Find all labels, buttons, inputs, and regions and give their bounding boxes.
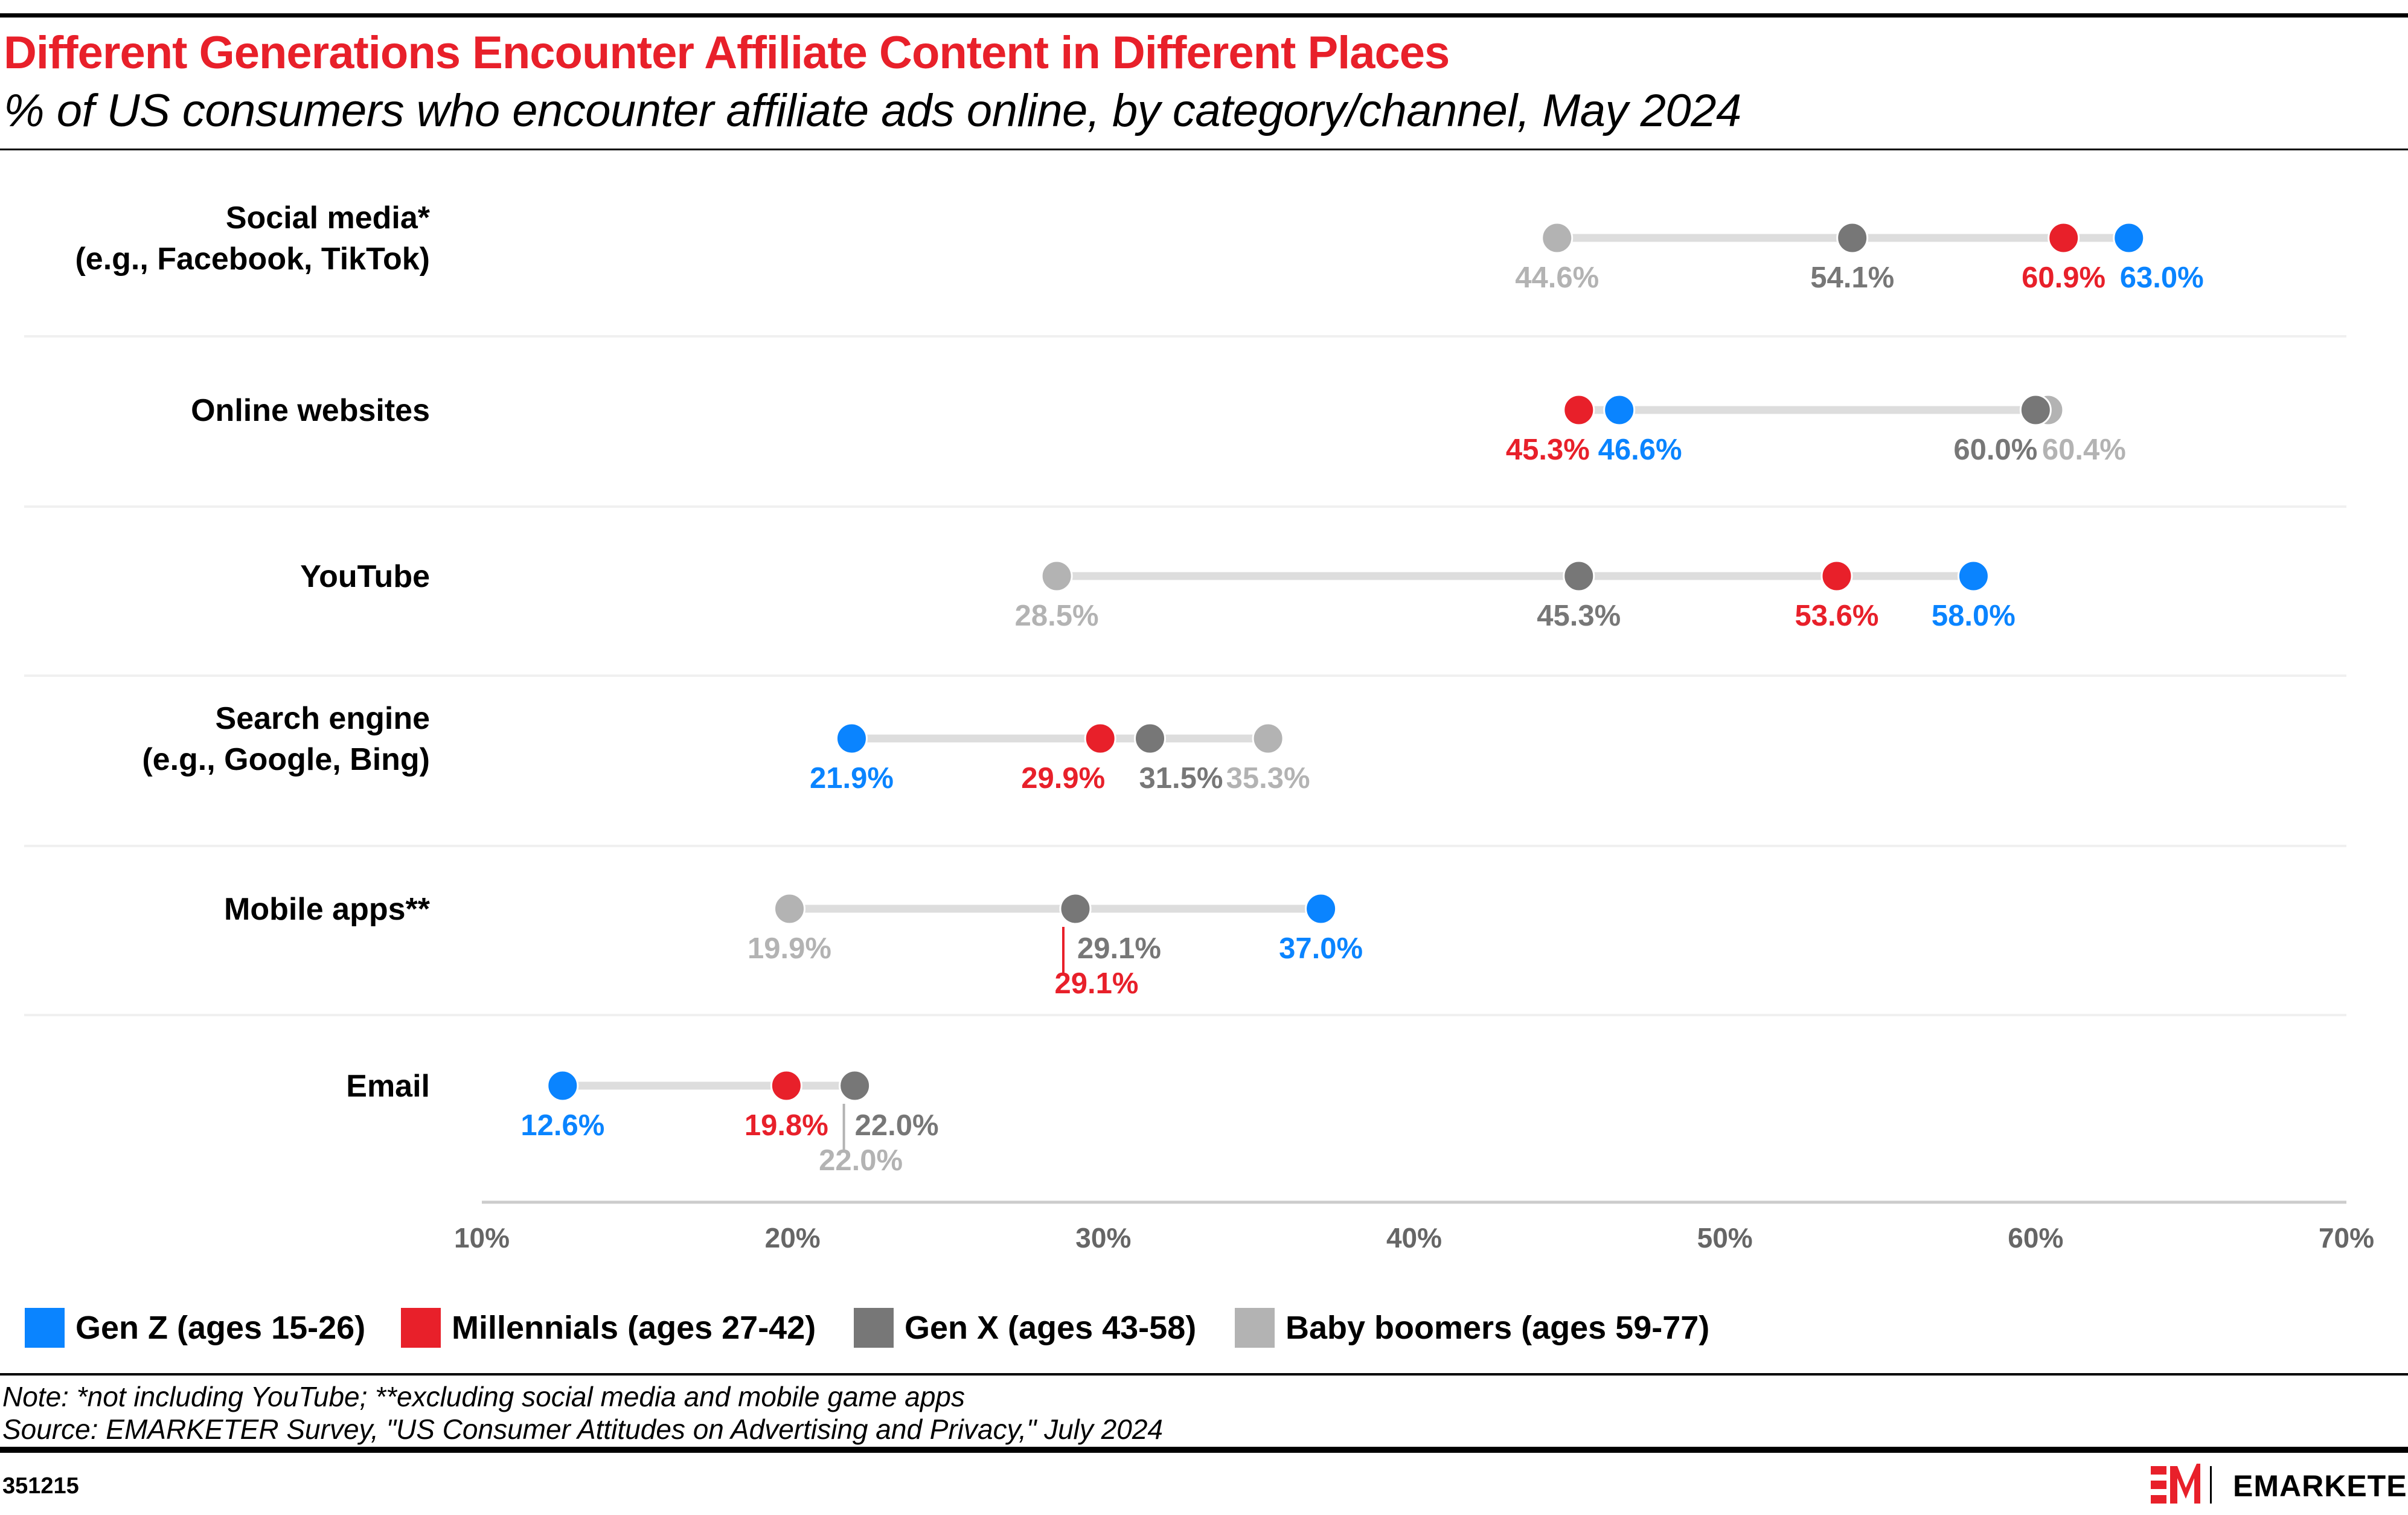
x-tick-label: 20% [765, 1222, 821, 1254]
data-label: 46.6% [1598, 434, 1682, 466]
legend-swatch [401, 1308, 441, 1348]
data-label: 19.9% [748, 932, 831, 965]
data-label: 45.3% [1537, 600, 1621, 632]
category-label: Mobile apps** [224, 892, 431, 927]
legend-label: Gen X (ages 43-58) [905, 1310, 1197, 1346]
data-point [773, 892, 806, 925]
data-label: 35.3% [1226, 762, 1310, 795]
brand-name: EMARKETER [2233, 1469, 2408, 1503]
x-tick-label: 50% [1697, 1222, 1753, 1254]
data-point [1957, 560, 1990, 592]
data-label: 45.3% [1506, 434, 1590, 466]
data-label: 44.6% [1515, 261, 1599, 294]
x-tick-label: 30% [1075, 1222, 1131, 1254]
data-point [1563, 560, 1595, 592]
data-label: 54.1% [1810, 261, 1894, 294]
data-point [1836, 222, 1869, 254]
legend-label: Millennials (ages 27-42) [452, 1310, 816, 1346]
legend-item-baby-boomers: Baby boomers (ages 59-77) [1235, 1308, 1709, 1348]
data-point [770, 1069, 802, 1102]
data-point [546, 1069, 579, 1102]
data-label: 12.6% [520, 1109, 604, 1142]
data-point [1252, 722, 1284, 755]
data-point [1305, 892, 1337, 925]
chart-title: Different Generations Encounter Affiliat… [4, 27, 1450, 78]
legend-swatch [25, 1308, 65, 1348]
data-label: 58.0% [1932, 600, 2016, 632]
data-label: 53.6% [1795, 600, 1878, 632]
legend-swatch [1235, 1308, 1275, 1348]
x-tick-label: 10% [454, 1222, 510, 1254]
data-label: 37.0% [1279, 932, 1363, 965]
category-label: Social media* [226, 200, 431, 235]
category-label: (e.g., Facebook, TikTok) [75, 242, 430, 277]
header-rule [0, 149, 2408, 150]
footer-rule [0, 1373, 2408, 1376]
legend-label: Baby boomers (ages 59-77) [1286, 1310, 1710, 1346]
emarketer-logo-icon [2151, 1464, 2212, 1504]
chart-subtitle: % of US consumers who encounter affiliat… [4, 85, 1741, 136]
data-point [1563, 394, 1595, 426]
data-point [2113, 222, 2145, 254]
data-label: 29.1% [1077, 932, 1161, 965]
legend-item-gen-z: Gen Z (ages 15-26) [25, 1308, 365, 1348]
legend-label: Gen Z (ages 15-26) [75, 1310, 366, 1346]
data-label: 19.8% [744, 1109, 828, 1142]
x-tick-label: 40% [1386, 1222, 1442, 1254]
legend-item-millennials: Millennials (ages 27-42) [401, 1308, 816, 1348]
data-point [1820, 560, 1853, 592]
category-label: Search engine [216, 701, 430, 736]
footnote: Note: *not including YouTube; **excludin… [2, 1381, 965, 1412]
category-label: (e.g., Google, Bing) [142, 742, 430, 777]
data-point [839, 1069, 871, 1102]
data-point [2019, 394, 2052, 426]
category-label: Email [346, 1069, 430, 1104]
data-label: 63.0% [2120, 261, 2204, 294]
x-tick-label: 70% [2319, 1222, 2374, 1254]
data-label: 60.9% [2022, 261, 2105, 294]
data-label: 29.9% [1021, 762, 1105, 795]
data-point [2048, 222, 2080, 254]
category-label: Online websites [191, 393, 430, 428]
data-point [1541, 222, 1574, 254]
data-label: 60.0% [1953, 434, 2037, 466]
data-point [835, 722, 868, 755]
data-label: 22.0% [855, 1109, 939, 1142]
data-label: 31.5% [1139, 762, 1223, 795]
dot-plot: 10% 20% 30% 40% 50% 60% 70% Social media* (e.g.,… [24, 200, 2374, 1254]
data-point [1084, 722, 1116, 755]
source-note: Source: EMARKETER Survey, "US Consumer A… [2, 1414, 1164, 1445]
top-rule [0, 13, 2408, 18]
data-point [1603, 394, 1636, 426]
data-point [1059, 892, 1092, 925]
category-label: YouTube [300, 559, 430, 594]
data-point [1040, 560, 1073, 592]
data-label: 60.4% [2042, 434, 2126, 466]
data-label: 28.5% [1015, 600, 1099, 632]
chart-id: 351215 [2, 1473, 79, 1499]
data-point [1134, 722, 1167, 755]
bottom-rule [0, 1447, 2408, 1453]
legend-item-gen-x: Gen X (ages 43-58) [854, 1308, 1196, 1348]
data-label: 22.0% [819, 1144, 903, 1177]
x-tick-label: 60% [2008, 1222, 2063, 1254]
data-label: 21.9% [810, 762, 894, 795]
data-label: 29.1% [1055, 967, 1139, 1000]
legend-swatch [854, 1308, 894, 1348]
